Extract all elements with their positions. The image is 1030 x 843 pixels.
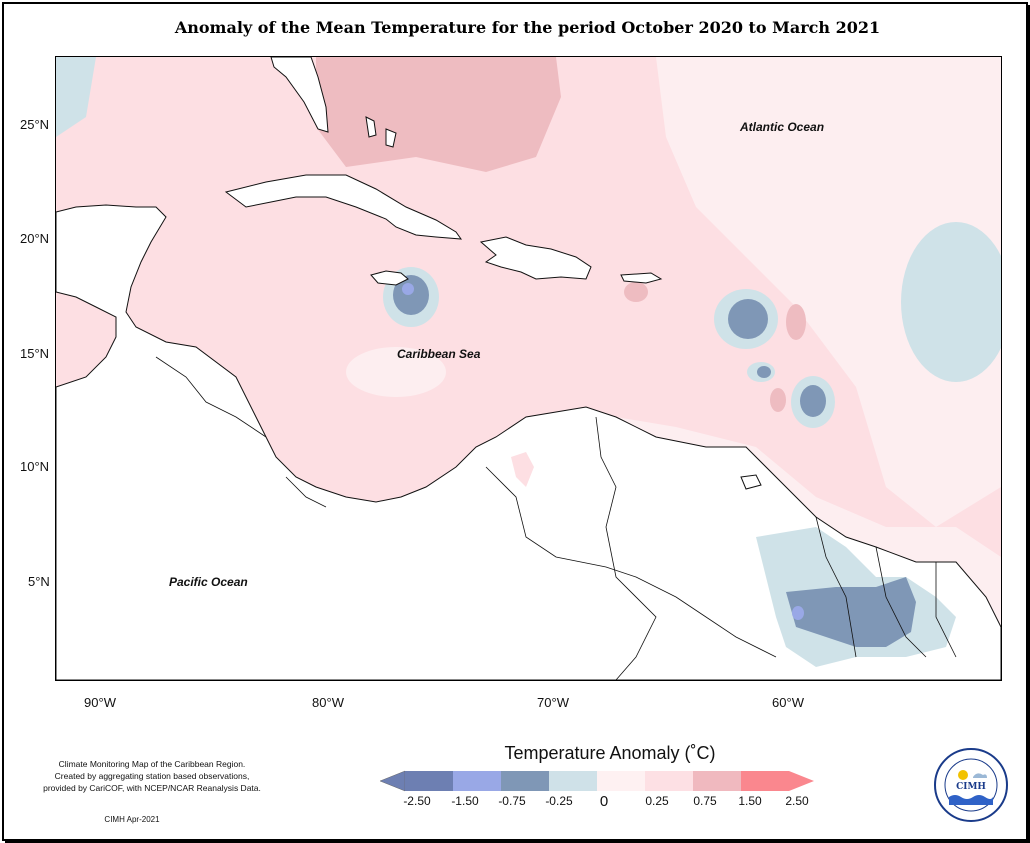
colorbar-arrow-right: [789, 771, 814, 791]
anomaly-zone-barbados-core: [800, 385, 826, 417]
border-3: [875, 546, 927, 658]
anomaly-zone-leewards-core: [728, 299, 768, 339]
map-panel: Atlantic Ocean Caribbean Sea Pacific Oce…: [55, 56, 1002, 681]
country-borders: [155, 356, 957, 680]
anomaly-zone-stlucia-core: [757, 366, 771, 378]
legend-tick-4: 0: [599, 793, 609, 810]
label-pacific-ocean: Pacific Ocean: [169, 575, 248, 589]
anomaly-zone-atlantic-cool: [901, 222, 1001, 382]
colorbar-segment: [405, 771, 453, 791]
lat-label-25n: 25°N: [20, 117, 50, 132]
land-cuba: [224, 174, 463, 240]
label-caribbean-sea: Caribbean Sea: [397, 347, 481, 361]
anomaly-zone-bahamas-warm: [316, 57, 561, 172]
lat-label-20n: 20°N: [20, 231, 50, 246]
legend-tick-0: -2.50: [403, 794, 431, 808]
legend-tick-8: 2.50: [785, 794, 809, 808]
legend-title: Temperature Anomaly (˚C): [504, 743, 716, 763]
cloud-icon: [973, 773, 987, 778]
anomaly-map: [56, 57, 1001, 680]
border-4: [935, 562, 957, 658]
lat-label-5n: 5°N: [28, 574, 50, 589]
anomaly-zone-caribbean-pale: [346, 347, 446, 397]
colorbar-segment: [501, 771, 549, 791]
anomaly-zone-atlantic-pale: [656, 57, 1001, 527]
colorbar-arrow-left: [380, 770, 406, 792]
legend-tick-2: -0.75: [498, 794, 526, 808]
lon-label-70w: 70°W: [537, 695, 569, 710]
land-bahamas-2: [385, 128, 397, 148]
legend-tick-6: 0.75: [693, 794, 717, 808]
credits-line-1: Climate Monitoring Map of the Caribbean …: [58, 759, 246, 769]
cimh-logo: CIMH: [934, 748, 1008, 822]
label-atlantic-ocean: Atlantic Ocean: [740, 120, 825, 134]
credits-line-2: Created by aggregating station based obs…: [54, 771, 250, 781]
land-bahamas-1: [365, 116, 377, 138]
colorbar-segment: [549, 771, 597, 791]
land-jamaica: [370, 270, 409, 286]
land-patch-guianas-core: [786, 577, 916, 647]
legend-tick-3: -0.25: [545, 794, 573, 808]
waves-icon: [949, 795, 993, 805]
lon-label-60w: 60°W: [772, 695, 804, 710]
border-6: [285, 476, 327, 508]
anomaly-zone-jamaica-center: [402, 283, 414, 295]
border-5: [155, 356, 267, 438]
colorbar-segment: [597, 771, 645, 791]
land-patch-guianas-center: [792, 606, 804, 620]
anomaly-zone-jamaica-core: [393, 275, 429, 315]
border-7: [595, 416, 657, 680]
anomaly-zone-gulf-cool: [56, 57, 96, 137]
footer-credit: CIMH Apr-2021: [104, 815, 160, 824]
land-anomaly-patches: [511, 452, 956, 667]
anomaly-zone-east-warm: [786, 304, 806, 340]
land-patch-maracaibo: [511, 452, 534, 487]
land-florida: [270, 57, 329, 133]
colorbar-segment: [645, 771, 693, 791]
legend-colorbar: [380, 770, 814, 792]
colorbar-segment: [453, 771, 501, 791]
land-hispaniola: [479, 236, 592, 280]
anomaly-zone-grenadines-warm: [770, 388, 786, 412]
credits-text: Climate Monitoring Map of the Caribbean …: [22, 758, 282, 794]
map-title: Anomaly of the Mean Temperature for the …: [174, 18, 881, 37]
legend-tick-7: 1.50: [738, 794, 762, 808]
border-1: [485, 466, 777, 658]
border-2: [815, 516, 857, 658]
logo-text: CIMH: [956, 782, 986, 792]
credits-line-3: provided by CariCOF, with NCEP/NCAR Rean…: [43, 783, 261, 793]
lon-label-90w: 90°W: [84, 695, 116, 710]
legend-tick-5: 0.25: [645, 794, 669, 808]
land-puertorico: [620, 272, 663, 284]
anomaly-zone-puertorico-warm: [624, 282, 648, 302]
sun-icon: [958, 770, 968, 780]
lat-label-15n: 15°N: [20, 346, 50, 361]
land-trinidad: [740, 474, 762, 490]
colorbar-segment: [693, 771, 741, 791]
colorbar-segment: [741, 771, 789, 791]
lon-label-80w: 80°W: [312, 695, 344, 710]
legend-tick-1: -1.50: [451, 794, 479, 808]
lat-label-10n: 10°N: [20, 459, 50, 474]
